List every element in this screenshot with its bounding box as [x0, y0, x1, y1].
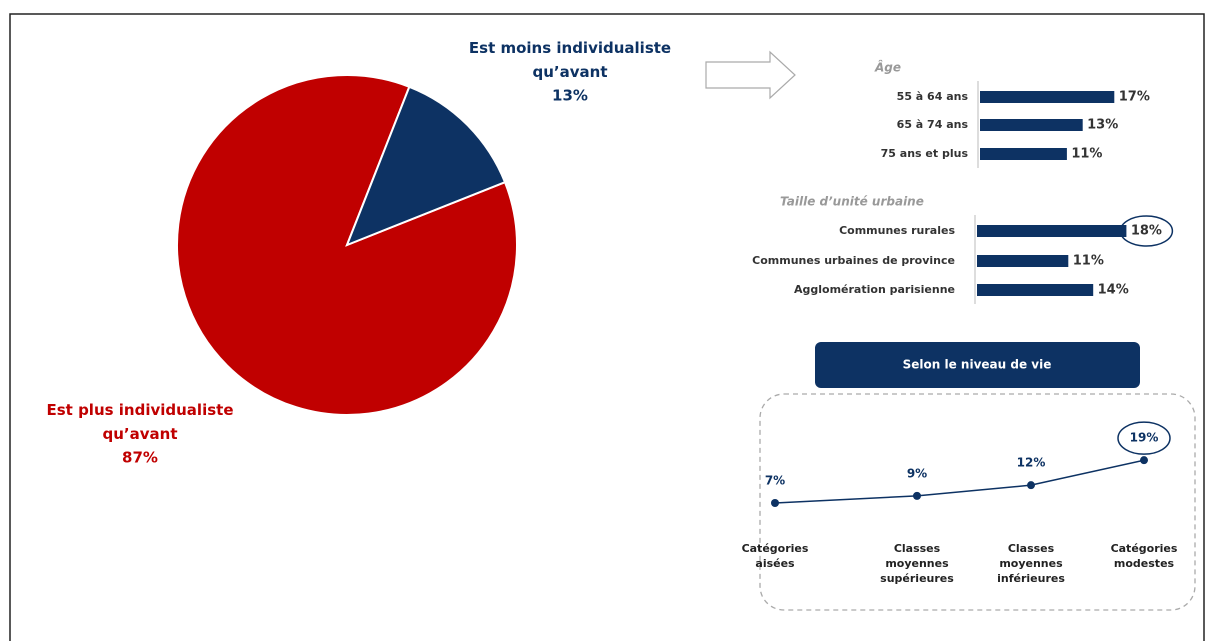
bar [977, 225, 1127, 237]
bar [980, 91, 1115, 103]
bar-label: 75 ans et plus [881, 147, 969, 160]
slice-label-value: 13% [552, 87, 588, 105]
point-value: 7% [765, 474, 785, 488]
header-title: Selon le niveau de vie [903, 358, 1052, 372]
point [1140, 456, 1148, 465]
point-value: 9% [907, 466, 927, 480]
point-value: 19% [1130, 431, 1159, 445]
slice-label: Est plus individualiste qu’avant [47, 401, 234, 443]
bar-label: Communes urbaines de province [752, 254, 955, 267]
group-title: Taille d’unité urbaine [780, 195, 924, 209]
bar-value: 14% [1098, 283, 1129, 298]
pie-slice [176, 74, 518, 416]
x-tick-label: Catégories aisées [742, 542, 809, 570]
x-tick-label: Classes moyennes inférieures [997, 542, 1065, 585]
bar-value: 11% [1073, 254, 1104, 269]
frame [9, 13, 1205, 641]
bar-label: 55 à 64 ans [897, 90, 969, 103]
x-tick-label: Catégories modestes [1111, 542, 1178, 570]
line-panel [759, 393, 1196, 611]
bar-label: 65 à 74 ans [897, 118, 969, 131]
point [913, 491, 921, 500]
bar [980, 148, 1067, 160]
point [1027, 481, 1035, 490]
bar [977, 284, 1094, 296]
highlight-circle [1117, 421, 1171, 455]
bar-label: Agglomération parisienne [794, 283, 955, 296]
group-title: Âge [874, 60, 901, 75]
point [771, 499, 779, 508]
bar [977, 255, 1069, 267]
line [774, 459, 1145, 504]
slice-label: Est moins individualiste qu’avant [469, 39, 671, 81]
bar-value: 13% [1087, 118, 1118, 133]
highlight-circle [1119, 215, 1174, 247]
bar-value: 11% [1071, 147, 1102, 162]
header-box [815, 342, 1140, 388]
bar [980, 119, 1083, 131]
pie-slice [345, 85, 507, 247]
point-value: 12% [1017, 456, 1046, 470]
bar-value: 17% [1119, 90, 1150, 105]
arrow [705, 50, 796, 100]
x-tick-label: Classes moyennes supérieures [880, 542, 954, 585]
slice-label-value: 87% [122, 449, 158, 467]
bar-label: Communes rurales [839, 224, 955, 237]
bar-value: 18% [1131, 224, 1162, 239]
